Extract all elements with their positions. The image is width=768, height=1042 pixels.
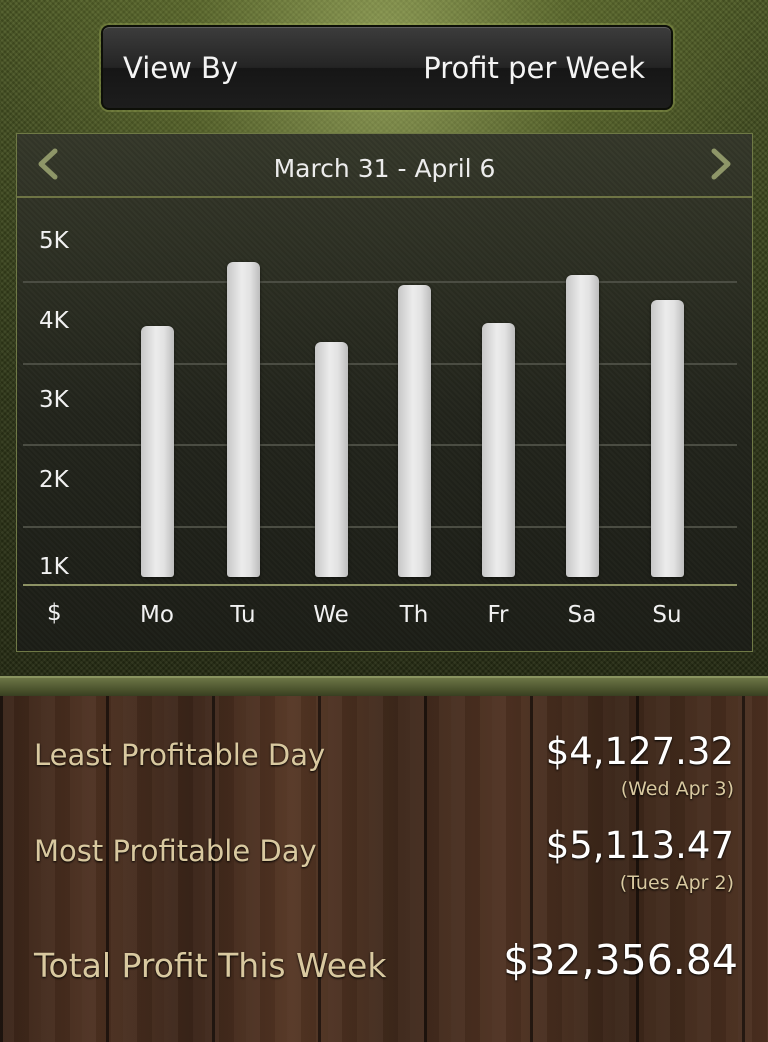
x-tick-label: Sa bbox=[567, 602, 597, 628]
most-profitable-value: $5,113.47 bbox=[545, 824, 734, 867]
x-tick-label: Mo bbox=[140, 602, 174, 628]
date-range-label: March 31 - April 6 bbox=[273, 154, 496, 183]
x-tick-label: Th bbox=[399, 602, 429, 628]
view-by-label: View By bbox=[123, 50, 239, 85]
bar-sa[interactable] bbox=[566, 274, 599, 577]
x-tick-label: We bbox=[313, 602, 349, 628]
bar-fr[interactable] bbox=[482, 323, 515, 577]
chevron-right-icon[interactable] bbox=[706, 146, 736, 182]
x-tick-label: Su bbox=[652, 602, 682, 628]
total-profit-value: $32,356.84 bbox=[503, 936, 738, 984]
bar-tu[interactable] bbox=[227, 261, 260, 577]
x-axis-baseline bbox=[23, 584, 737, 586]
divider-bar bbox=[0, 676, 768, 698]
total-profit-label: Total Profit This Week bbox=[34, 946, 387, 985]
x-tick-label: Tu bbox=[230, 602, 256, 628]
bar-su[interactable] bbox=[651, 299, 684, 577]
view-by-selector[interactable]: View By Profit per Week bbox=[101, 25, 673, 110]
least-profitable-value: $4,127.32 bbox=[545, 730, 734, 773]
x-tick-label: Fr bbox=[487, 602, 509, 628]
most-profitable-date: (Tues Apr 2) bbox=[619, 872, 734, 894]
most-profitable-label: Most Profitable Day bbox=[34, 834, 317, 868]
view-by-value: Profit per Week bbox=[423, 50, 645, 85]
y-tick-label: 4K bbox=[39, 308, 69, 334]
least-profitable-date: (Wed Apr 3) bbox=[620, 778, 734, 800]
y-tick-label: 1K bbox=[39, 554, 69, 580]
stats-panel: Least Profitable Day $4,127.32 (Wed Apr … bbox=[0, 696, 768, 1042]
chart-panel: March 31 - April 6 1K 2K 3K 4K 5K Mo Tu We Th Fr S… bbox=[16, 133, 753, 652]
bar-we[interactable] bbox=[315, 342, 348, 577]
chevron-left-icon[interactable] bbox=[33, 146, 63, 182]
bar-mo[interactable] bbox=[141, 325, 174, 577]
y-axis-unit: $ bbox=[47, 600, 62, 626]
y-tick-label: 5K bbox=[39, 228, 69, 254]
date-range-header: March 31 - April 6 bbox=[17, 134, 752, 198]
y-tick-label: 2K bbox=[39, 467, 69, 493]
gridline bbox=[23, 525, 737, 528]
least-profitable-label: Least Profitable Day bbox=[34, 738, 326, 772]
gridline bbox=[23, 362, 737, 365]
bar-th[interactable] bbox=[398, 285, 431, 577]
y-tick-label: 3K bbox=[39, 387, 69, 413]
gridline bbox=[23, 281, 737, 283]
gridline bbox=[23, 444, 737, 446]
